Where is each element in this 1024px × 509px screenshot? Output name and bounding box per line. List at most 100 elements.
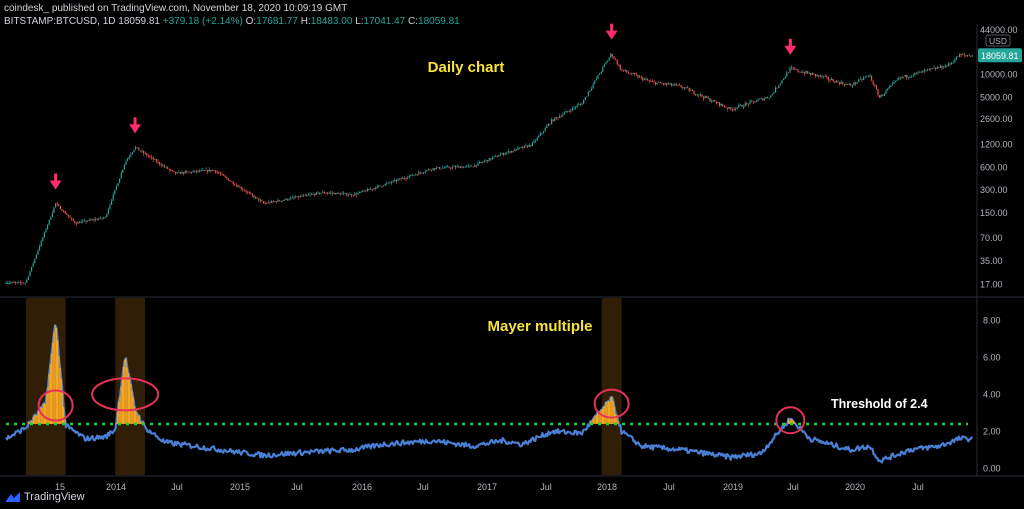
candle-body <box>392 180 394 183</box>
candle-body <box>656 82 658 85</box>
symbol-label[interactable]: BITSTAMP:BTCUSD, 1D <box>4 16 116 27</box>
candle-body <box>531 143 533 147</box>
candle-body <box>215 170 217 173</box>
candle-body <box>915 72 917 74</box>
candle-body <box>893 81 895 84</box>
candle-body <box>608 57 610 61</box>
candle-body <box>186 171 188 173</box>
candle-body <box>791 67 793 69</box>
peak-arrow-icon-3 <box>784 38 797 55</box>
candle-body <box>386 183 388 185</box>
candle-body <box>35 254 37 259</box>
candle-body <box>693 90 695 94</box>
candle-body <box>866 76 868 78</box>
candle-body <box>738 105 740 108</box>
candle-body <box>634 73 636 75</box>
candle-body <box>768 97 770 99</box>
candle-body <box>347 194 349 196</box>
candle-body <box>603 64 605 67</box>
candle-body <box>856 82 858 84</box>
close-label: C: <box>408 16 419 27</box>
candle-body <box>197 170 199 172</box>
candle-body <box>47 225 49 230</box>
candle-body <box>189 171 191 173</box>
candle-body <box>490 158 492 160</box>
candle-body <box>885 90 887 94</box>
candle-body <box>827 76 829 80</box>
candle-body <box>890 85 892 88</box>
candle-body <box>853 82 855 86</box>
candle-body <box>483 161 485 163</box>
candle-body <box>554 117 556 122</box>
candle-body <box>221 173 223 175</box>
candle-body <box>722 103 724 106</box>
candle-body <box>706 95 708 99</box>
candle-body <box>623 69 625 71</box>
tradingview-footer[interactable]: TradingView <box>6 491 85 503</box>
candle-body <box>79 222 81 224</box>
candle-body <box>749 101 751 105</box>
candle-body <box>463 166 465 168</box>
candle-body <box>370 188 372 190</box>
candle-body <box>152 157 154 160</box>
candle-body <box>461 166 463 169</box>
candle-body <box>138 147 140 151</box>
candle-body <box>474 165 476 168</box>
candle-body <box>859 78 861 80</box>
main-y-tick-1: 10000.00 <box>980 70 1018 80</box>
candle-body <box>594 80 596 85</box>
candle-body <box>754 101 756 103</box>
candle-body <box>544 128 546 132</box>
candle-body <box>663 83 665 85</box>
candle-body <box>34 258 36 264</box>
candle-body <box>479 162 481 164</box>
candle-body <box>650 80 652 82</box>
candle-body <box>967 55 969 57</box>
candle-body <box>115 186 117 191</box>
candle-body <box>701 94 703 97</box>
candle-body <box>15 282 17 284</box>
candle-body <box>112 194 114 201</box>
candle-body <box>205 169 207 171</box>
candle-body <box>58 204 60 206</box>
candle-body <box>90 219 92 221</box>
candle-body <box>82 221 84 222</box>
candle-body <box>394 179 396 181</box>
candle-body <box>704 95 706 99</box>
candle-body <box>248 191 250 193</box>
candle-body <box>819 75 821 77</box>
candle-body <box>715 101 717 104</box>
candle-body <box>487 160 489 162</box>
candle-body <box>731 109 733 111</box>
main-chart-title: Daily chart <box>428 59 505 76</box>
candle-body <box>655 81 657 85</box>
candle-body <box>355 193 357 195</box>
candle-body <box>645 78 647 80</box>
candle-body <box>51 212 53 218</box>
candle-body <box>402 177 404 180</box>
mayer-y-tick-0: 8.00 <box>983 315 1001 325</box>
candle-body <box>647 78 649 81</box>
last-price: 18059.81 <box>118 16 160 27</box>
candle-body <box>527 145 529 148</box>
candle-body <box>160 164 162 166</box>
x-tick-6: Jul <box>417 482 429 492</box>
candle-body <box>778 85 780 89</box>
candle-body <box>928 68 930 70</box>
candle-body <box>432 168 434 171</box>
publisher-name[interactable]: coindesk_ <box>4 3 50 14</box>
candle-body <box>752 100 754 102</box>
main-y-tick-7: 150.00 <box>980 208 1008 218</box>
candle-body <box>741 104 743 107</box>
candle-body <box>339 193 341 195</box>
x-tick-0: 15 <box>55 482 65 492</box>
candle-body <box>776 87 778 89</box>
high-label: H: <box>300 16 311 27</box>
candle-body <box>264 202 266 204</box>
candle-body <box>515 149 517 151</box>
candle-body <box>923 70 925 72</box>
candle-body <box>411 174 413 176</box>
candle-body <box>539 133 541 136</box>
candle-body <box>735 108 737 110</box>
